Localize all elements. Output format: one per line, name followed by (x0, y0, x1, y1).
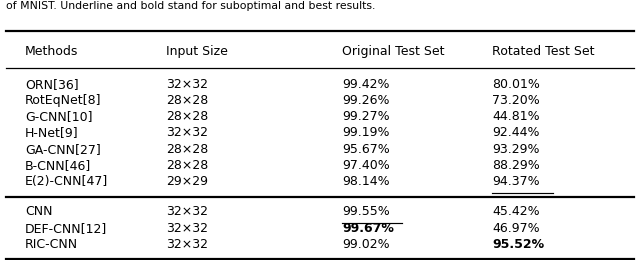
Text: 28×28: 28×28 (166, 110, 209, 123)
Text: 80.01%: 80.01% (493, 78, 540, 91)
Text: 99.02%: 99.02% (342, 238, 390, 251)
Text: 95.67%: 95.67% (342, 143, 390, 156)
Text: 44.81%: 44.81% (493, 110, 540, 123)
Text: 29×29: 29×29 (166, 175, 209, 188)
Text: 45.42%: 45.42% (493, 205, 540, 218)
Text: 28×28: 28×28 (166, 159, 209, 172)
Text: 95.52%: 95.52% (493, 238, 545, 251)
Text: 32×32: 32×32 (166, 127, 209, 140)
Text: Input Size: Input Size (166, 45, 228, 58)
Text: H-Net[9]: H-Net[9] (25, 127, 79, 140)
Text: B-CNN[46]: B-CNN[46] (25, 159, 92, 172)
Text: Original Test Set: Original Test Set (342, 45, 444, 58)
Text: 99.27%: 99.27% (342, 110, 390, 123)
Text: 32×32: 32×32 (166, 238, 209, 251)
Text: ORN[36]: ORN[36] (25, 78, 79, 91)
Text: RIC-CNN: RIC-CNN (25, 238, 78, 251)
Text: 46.97%: 46.97% (493, 222, 540, 235)
Text: 88.29%: 88.29% (493, 159, 540, 172)
Text: GA-CNN[27]: GA-CNN[27] (25, 143, 101, 156)
Text: of MNIST. Underline and bold stand for suboptimal and best results.: of MNIST. Underline and bold stand for s… (6, 1, 376, 11)
Text: 99.67%: 99.67% (342, 222, 394, 235)
Text: 99.26%: 99.26% (342, 94, 390, 107)
Text: 98.14%: 98.14% (342, 175, 390, 188)
Text: 32×32: 32×32 (166, 222, 209, 235)
Text: 32×32: 32×32 (166, 205, 209, 218)
Text: Methods: Methods (25, 45, 79, 58)
Text: CNN: CNN (25, 205, 52, 218)
Text: 99.19%: 99.19% (342, 127, 390, 140)
Text: E(2)-CNN[47]: E(2)-CNN[47] (25, 175, 108, 188)
Text: 93.29%: 93.29% (493, 143, 540, 156)
Text: 32×32: 32×32 (166, 78, 209, 91)
Text: 73.20%: 73.20% (493, 94, 540, 107)
Text: DEF-CNN[12]: DEF-CNN[12] (25, 222, 108, 235)
Text: 99.55%: 99.55% (342, 205, 390, 218)
Text: 92.44%: 92.44% (493, 127, 540, 140)
Text: G-CNN[10]: G-CNN[10] (25, 110, 93, 123)
Text: Rotated Test Set: Rotated Test Set (493, 45, 595, 58)
Text: 97.40%: 97.40% (342, 159, 390, 172)
Text: 28×28: 28×28 (166, 94, 209, 107)
Text: 94.37%: 94.37% (493, 175, 540, 188)
Text: 28×28: 28×28 (166, 143, 209, 156)
Text: 99.42%: 99.42% (342, 78, 390, 91)
Text: RotEqNet[8]: RotEqNet[8] (25, 94, 102, 107)
